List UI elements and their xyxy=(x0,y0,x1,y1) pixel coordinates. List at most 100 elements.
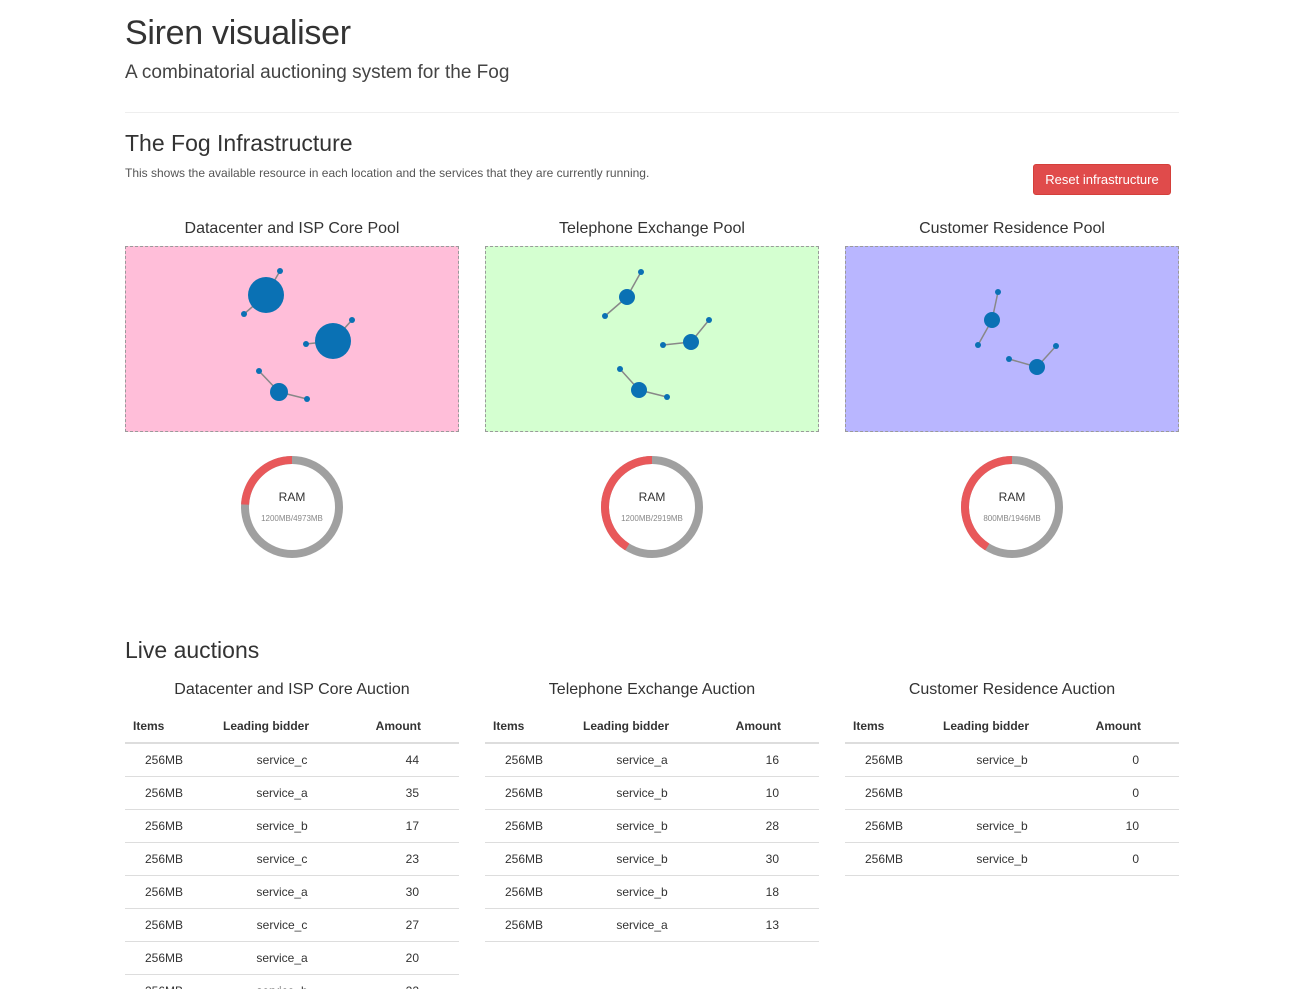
header-divider xyxy=(125,112,1179,113)
pool-datacenter: Datacenter and ISP Core Pool xyxy=(125,216,459,558)
cell-amount: 0 xyxy=(1069,743,1179,777)
auction-telephone-exchange: Telephone Exchange Auction Items Leading… xyxy=(485,678,819,942)
auction-table: Items Leading bidder Amount 256MB service… xyxy=(845,710,1179,876)
table-row: 256MB service_a 13 xyxy=(485,908,819,942)
table-row: 256MB service_b 10 xyxy=(485,776,819,810)
cell-items: 256MB xyxy=(125,809,215,843)
service-node-group[interactable] xyxy=(256,368,310,402)
service-node[interactable] xyxy=(248,277,284,313)
service-node-group[interactable] xyxy=(975,289,1001,348)
ram-used-arc xyxy=(241,456,343,558)
pool-graph[interactable] xyxy=(485,246,819,432)
reset-infrastructure-button[interactable]: Reset infrastructure xyxy=(1033,164,1171,195)
cell-items: 256MB xyxy=(485,809,575,843)
table-row: 256MB service_c 44 xyxy=(125,743,459,777)
auctions-heading: Live auctions xyxy=(125,637,260,663)
pool-graph[interactable] xyxy=(845,246,1179,432)
cell-amount: 23 xyxy=(349,842,459,876)
cell-leading-bidder: service_c xyxy=(215,842,349,876)
ram-label: RAM xyxy=(998,490,1026,504)
column-header-amount: Amount xyxy=(349,710,459,744)
cell-amount: 20 xyxy=(349,941,459,975)
ram-value: 800MB/1946MB xyxy=(983,514,1041,523)
table-row: 256MB service_b 28 xyxy=(485,809,819,843)
auction-title: Telephone Exchange Auction xyxy=(548,681,756,698)
ram-value: 1200MB/4973MB xyxy=(261,514,323,523)
pool-customer-residence: Customer Residence Pool xyxy=(845,216,1179,558)
table-row: 256MB service_b 0 xyxy=(845,743,1179,777)
cell-items: 256MB xyxy=(125,842,215,876)
column-header-leading-bidder: Leading bidder xyxy=(575,710,709,744)
table-row: 256MB service_a 30 xyxy=(125,875,459,909)
auction-customer-residence: Customer Residence Auction Items Leading… xyxy=(845,678,1179,876)
cell-leading-bidder: service_a xyxy=(215,875,349,909)
ram-value: 1200MB/2919MB xyxy=(621,514,683,523)
cell-leading-bidder: service_b xyxy=(575,809,709,843)
cell-leading-bidder: service_b xyxy=(215,974,349,989)
table-row: 256MB service_a 20 xyxy=(125,941,459,975)
cell-amount: 44 xyxy=(349,743,459,777)
cell-items: 256MB xyxy=(485,776,575,810)
column-header-leading-bidder: Leading bidder xyxy=(935,710,1069,744)
ram-used-arc xyxy=(601,456,703,558)
service-node[interactable] xyxy=(683,334,699,350)
cell-amount: 10 xyxy=(709,776,819,810)
service-node-group[interactable] xyxy=(303,317,355,359)
cell-items: 256MB xyxy=(485,743,575,777)
cell-amount: 27 xyxy=(349,908,459,942)
cell-leading-bidder: service_b xyxy=(935,842,1069,876)
table-row: 256MB service_c 23 xyxy=(125,842,459,876)
ram-label: RAM xyxy=(278,490,306,504)
cell-amount: 35 xyxy=(349,776,459,810)
auction-title: Datacenter and ISP Core Auction xyxy=(174,681,410,698)
cell-items: 256MB xyxy=(125,941,215,975)
ram-used-arc xyxy=(961,456,1063,558)
service-node[interactable] xyxy=(270,383,288,401)
service-node[interactable] xyxy=(631,382,647,398)
cell-items: 256MB xyxy=(845,809,935,843)
service-node-group[interactable] xyxy=(602,269,644,319)
service-node-group[interactable] xyxy=(660,317,712,350)
cell-leading-bidder: service_c xyxy=(215,743,349,777)
service-node-group[interactable] xyxy=(617,366,670,400)
cell-amount: 0 xyxy=(1069,842,1179,876)
cell-items: 256MB xyxy=(125,908,215,942)
pool-title: Telephone Exchange Pool xyxy=(559,220,745,237)
cell-leading-bidder: service_a xyxy=(575,908,709,942)
ram-donut: RAM 800MB/1946MB xyxy=(959,454,1065,560)
cell-items: 256MB xyxy=(845,776,935,810)
cell-leading-bidder: service_a xyxy=(575,743,709,777)
auction-datacenter: Datacenter and ISP Core Auction Items Le… xyxy=(125,678,459,989)
table-row: 256MB service_c 27 xyxy=(125,908,459,942)
service-node[interactable] xyxy=(984,312,1000,328)
column-header-amount: Amount xyxy=(1069,710,1179,744)
service-node-group[interactable] xyxy=(241,268,284,317)
column-header-amount: Amount xyxy=(709,710,819,744)
cell-items: 256MB xyxy=(125,875,215,909)
cell-items: 256MB xyxy=(125,743,215,777)
auction-title: Customer Residence Auction xyxy=(908,681,1116,698)
table-row: 256MB service_b 18 xyxy=(485,875,819,909)
cell-leading-bidder xyxy=(935,776,1069,810)
cell-amount: 28 xyxy=(709,809,819,843)
pool-title: Datacenter and ISP Core Pool xyxy=(184,220,400,237)
service-node[interactable] xyxy=(315,323,351,359)
table-row: 256MB service_b 30 xyxy=(485,842,819,876)
auction-table: Items Leading bidder Amount 256MB service… xyxy=(485,710,819,942)
cell-amount: 22 xyxy=(349,974,459,989)
table-header-row: Items Leading bidder Amount xyxy=(485,710,819,744)
service-node[interactable] xyxy=(1029,359,1045,375)
table-row: 256MB service_b 0 xyxy=(845,842,1179,876)
cell-amount: 13 xyxy=(709,908,819,942)
pool-graph[interactable] xyxy=(125,246,459,432)
service-node-group[interactable] xyxy=(1006,343,1059,375)
service-node[interactable] xyxy=(619,289,635,305)
pool-title: Customer Residence Pool xyxy=(919,220,1105,237)
table-row: 256MB service_b 17 xyxy=(125,809,459,843)
cell-amount: 30 xyxy=(709,842,819,876)
cell-items: 256MB xyxy=(845,743,935,777)
cell-amount: 0 xyxy=(1069,776,1179,810)
cell-leading-bidder: service_b xyxy=(575,776,709,810)
cell-amount: 10 xyxy=(1069,809,1179,843)
